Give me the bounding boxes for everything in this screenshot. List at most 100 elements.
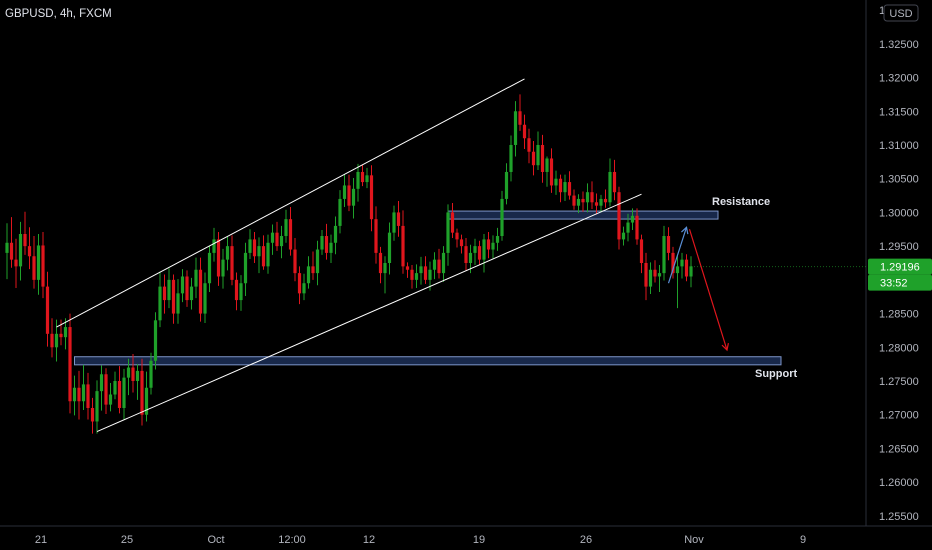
candle-body [360, 171, 365, 183]
candle-body [518, 111, 522, 125]
candle-body [36, 245, 41, 280]
candle [648, 262, 653, 295]
candle [653, 260, 657, 283]
candle-body [27, 246, 32, 257]
candle [558, 174, 563, 203]
time-tick-label: 25 [121, 534, 133, 546]
channel-upper-line [56, 78, 525, 328]
candle-body [315, 249, 320, 274]
candle [162, 274, 167, 314]
candle [675, 254, 680, 309]
candle [567, 171, 572, 200]
time-tick-label: Nov [684, 534, 704, 546]
candle-body [153, 320, 158, 361]
price-tick-label: 1.25500 [879, 511, 919, 523]
candle-body [68, 327, 72, 402]
candle [239, 275, 243, 311]
candle [288, 207, 293, 256]
candle-body [383, 263, 387, 274]
candle-body [131, 367, 135, 382]
last-price-value: 1.29196 [880, 262, 920, 274]
candle-body [392, 212, 396, 233]
candle-body [90, 407, 95, 422]
candle-body [545, 158, 549, 172]
candle-body [671, 252, 675, 274]
axis-lines [0, 0, 932, 527]
candle [423, 256, 428, 284]
candle-body [630, 215, 635, 223]
candle-body [261, 246, 266, 267]
time-tick-label: 21 [35, 534, 47, 546]
candle-body [536, 144, 540, 166]
candle-body [180, 276, 185, 294]
candle [671, 246, 675, 279]
projection-down-arrowhead [721, 343, 729, 352]
candle-body [405, 266, 410, 270]
candle-body [95, 391, 99, 422]
candle [356, 163, 360, 202]
candle-body [572, 195, 576, 206]
candle-body [18, 234, 23, 267]
candle [266, 234, 270, 274]
candle-body [311, 266, 315, 274]
candle [626, 213, 630, 242]
candle [284, 209, 288, 243]
candle-body [621, 232, 626, 240]
candle-body [248, 239, 252, 253]
candle [617, 186, 621, 250]
candle [419, 256, 423, 285]
candle [410, 265, 414, 289]
candle [684, 254, 689, 282]
candle [99, 365, 104, 411]
candle-body [63, 327, 68, 338]
candle-body [23, 234, 27, 247]
candle-body [194, 269, 198, 287]
candle [576, 194, 581, 214]
price-tick-label: 1.31500 [879, 106, 919, 118]
candle [104, 368, 108, 415]
candle [482, 234, 486, 273]
candle [689, 256, 693, 288]
candle-body [216, 239, 221, 277]
candle [32, 236, 36, 289]
candle [459, 234, 464, 254]
candle-body [446, 212, 450, 253]
resistance-label: Resistance [712, 196, 770, 208]
candle-body [675, 266, 680, 274]
candle [36, 234, 41, 295]
candle-body [653, 269, 657, 277]
candle-body [563, 182, 567, 193]
candle [414, 264, 419, 288]
candle [194, 257, 198, 299]
candle [257, 237, 261, 274]
time-tick-label: 12 [363, 534, 375, 546]
candle [149, 352, 153, 395]
candle-body [513, 111, 518, 145]
candle [140, 358, 144, 426]
candle-body [104, 374, 108, 405]
time-axis[interactable]: 21 25 Oct 12:00 12 19 26 Nov 9 [35, 534, 806, 546]
candle [680, 252, 684, 279]
candle [176, 279, 180, 324]
candle-body [464, 246, 468, 263]
currency-button[interactable]: USD [883, 4, 919, 22]
candle [167, 268, 171, 309]
support-zone [74, 356, 782, 366]
candle-body [198, 269, 203, 314]
candle [347, 174, 351, 212]
candle-body [477, 246, 482, 260]
candle [522, 114, 527, 150]
candle [572, 189, 576, 210]
candle [378, 246, 383, 284]
candle [311, 251, 315, 280]
candle [405, 262, 410, 278]
candle [396, 200, 401, 237]
candle [351, 178, 356, 219]
price-tick-label: 1.26500 [879, 443, 919, 455]
candle-body [288, 219, 293, 250]
time-tick-label: 19 [473, 534, 485, 546]
last-price-tag-background [868, 258, 932, 275]
candle-body [239, 283, 243, 301]
candle-body [450, 212, 455, 233]
